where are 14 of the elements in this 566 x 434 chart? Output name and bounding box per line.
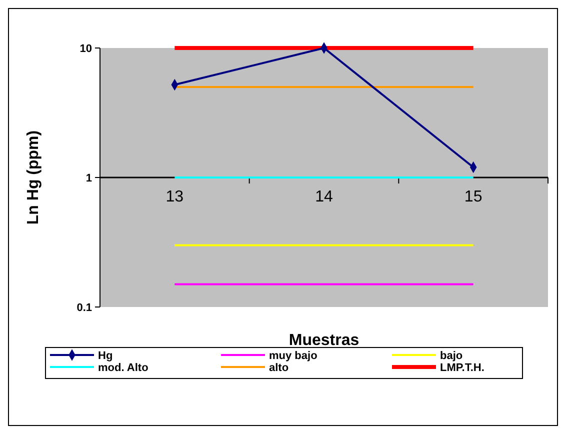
x-tick-label: 15	[464, 188, 482, 206]
legend-label: Hg	[98, 350, 113, 362]
y-tick-label: 1	[86, 172, 92, 184]
y-tick-label: 0.1	[76, 302, 92, 314]
y-tick-label: 10	[80, 42, 92, 55]
x-axis-title: Muestras	[288, 332, 360, 349]
x-tick-label: 13	[166, 188, 184, 206]
legend-label: alto	[269, 362, 289, 374]
legend-label: LMP.T.H.	[440, 362, 484, 374]
legend-label: bajo	[440, 350, 463, 362]
legend-label: mod. Alto	[98, 362, 149, 374]
y-axis-title: Ln Hg (ppm)	[25, 130, 42, 225]
x-tick-label: 14	[315, 188, 333, 206]
legend-label: muy bajo	[269, 350, 318, 362]
